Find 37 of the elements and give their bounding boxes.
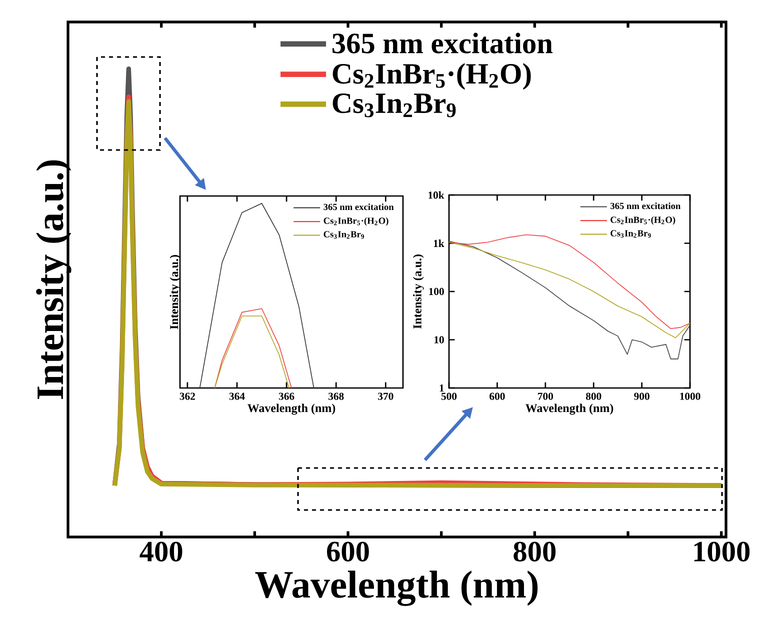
x-tick-label: 364 — [229, 392, 245, 400]
legend-label: Cs$_{2}$InBr$_{5}$·(H$_{2}$O) — [610, 216, 676, 225]
x-axis-title: Wavelength (nm) — [255, 570, 538, 606]
x-tick-label: 362 — [180, 392, 195, 400]
x-tick-label: 700 — [538, 392, 554, 400]
x-tick-label: 368 — [328, 392, 344, 400]
y-axis-title: Intensity (a.u.) — [412, 254, 424, 329]
x-axis-title: Wavelength (nm) — [526, 404, 614, 415]
x-tick-label: 1000 — [694, 542, 750, 562]
y-axis-title: Intensity (a.u.) — [170, 255, 181, 330]
x-tick-label: 370 — [378, 392, 394, 400]
y-axis-title: Intensity (a.u.) — [36, 160, 72, 400]
legend-label: Cs$_{2}$InBr$_{5}$·(H$_{2}$O) — [332, 63, 531, 90]
x-tick-label: 800 — [514, 542, 556, 562]
y-tick-label: 1 — [440, 384, 444, 392]
x-tick-label: 500 — [441, 392, 457, 400]
x-tick-label: 1000 — [680, 392, 700, 400]
x-tick-label: 600 — [490, 392, 505, 400]
x-tick-label: 366 — [278, 392, 294, 400]
line-series — [449, 240, 690, 360]
legend-label: 365 nm excitation — [324, 204, 394, 210]
y-tick-label: 1k — [434, 240, 444, 247]
x-axis-title: Wavelength (nm) — [248, 404, 336, 415]
y-tick-label: 10k — [428, 191, 444, 199]
legend-label: Cs$_{3}$In$_{2}$Br$_{9}$ — [610, 230, 651, 238]
legend-label: Cs$_{3}$In$_{2}$Br$_{9}$ — [332, 93, 456, 118]
x-tick-label: 600 — [327, 542, 369, 562]
x-tick-label: 800 — [586, 392, 602, 400]
legend-label: 365 nm excitation — [610, 202, 681, 210]
y-tick-label: 100 — [429, 288, 444, 296]
legend-label: Cs$_{3}$In$_{2}$Br$_{9}$ — [324, 231, 364, 239]
legend-label: Cs$_{2}$InBr$_{5}$·(H$_{2}$O) — [324, 217, 388, 226]
x-tick-label: 400 — [140, 542, 182, 562]
line-series — [449, 242, 690, 338]
y-tick-label: 10 — [434, 336, 444, 344]
x-tick-label: 900 — [634, 392, 650, 400]
legend-label: 365 nm excitation — [332, 32, 553, 54]
